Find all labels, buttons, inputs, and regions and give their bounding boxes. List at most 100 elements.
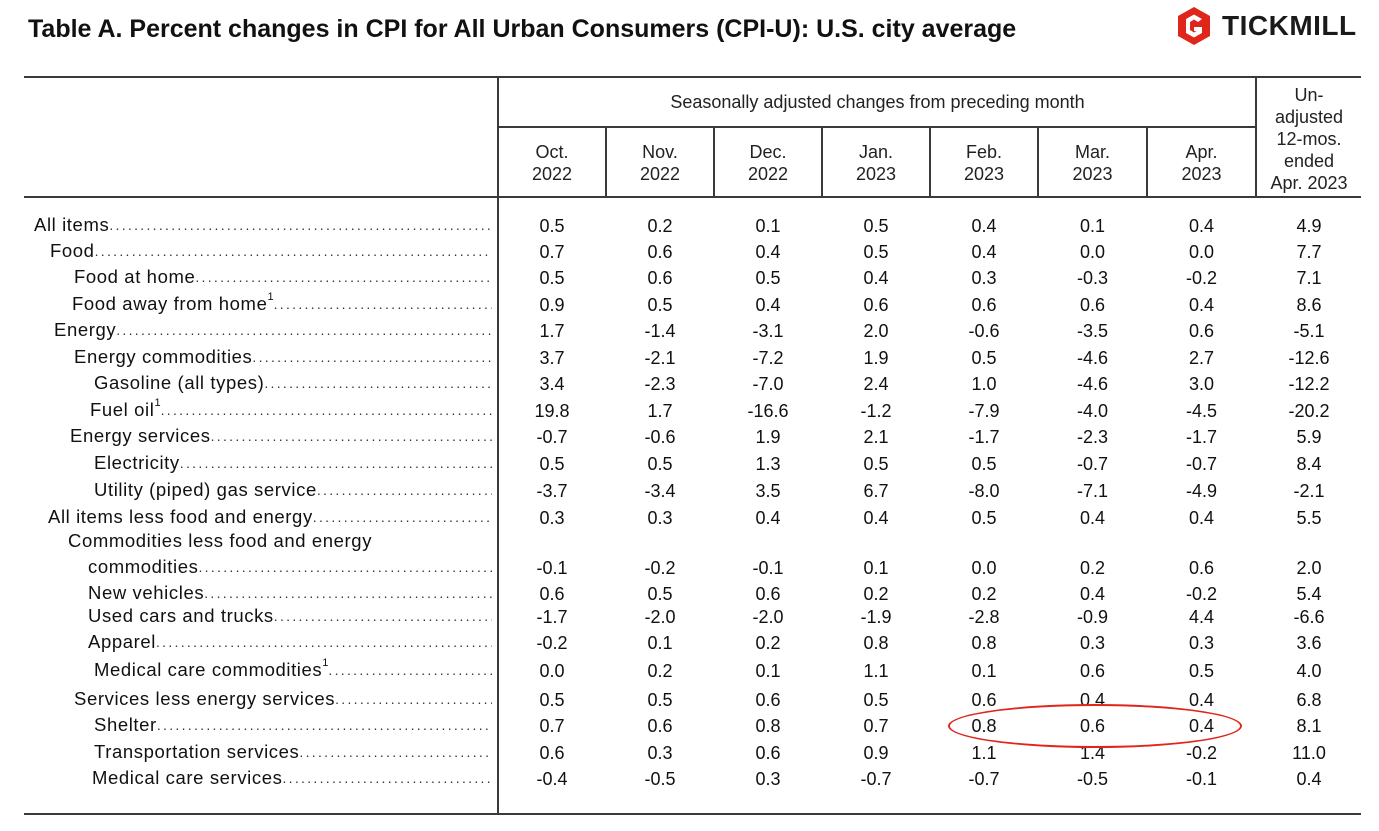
table-cell: -7.0 <box>752 374 784 394</box>
table-cell: 0.5 <box>1188 661 1215 681</box>
table-cell: -12.2 <box>1288 374 1330 394</box>
table-cell: -0.7 <box>1076 454 1109 474</box>
table-cell: 0.0 <box>1188 242 1215 262</box>
table-cell: -4.9 <box>1185 481 1218 501</box>
leader-dots: ........................................… <box>210 428 492 444</box>
leader-dots: ........................................… <box>94 243 492 259</box>
row-label: Medical care services...................… <box>92 764 492 792</box>
table-cell: 0.6 <box>1188 321 1215 341</box>
leader-dots: ........................................… <box>204 585 492 601</box>
table-cell: 0.5 <box>863 242 889 262</box>
table-cell: 0.1 <box>647 633 673 653</box>
table-cell: -0.7 <box>536 427 568 447</box>
table-cell: 1.0 <box>971 374 997 394</box>
row-label-text: Medical care commodities <box>94 659 323 680</box>
row-label: Food away from home 1....................… <box>72 290 492 318</box>
table-cell: 0.1 <box>863 558 889 578</box>
table-cell: -1.4 <box>644 321 676 341</box>
table-cell: 0.5 <box>863 690 889 710</box>
column-header-month: Jan. <box>858 142 894 162</box>
table-cell: 0.4 <box>1079 584 1106 604</box>
table-cell: -0.7 <box>1185 454 1218 474</box>
table-cell: -16.6 <box>747 401 789 421</box>
row-label: commodities.............................… <box>88 553 492 581</box>
table-cell: 0.0 <box>971 558 997 578</box>
table-row: New vehicles............................… <box>0 581 1379 607</box>
table-row: All items less food and energy..........… <box>0 505 1379 531</box>
row-label: Food....................................… <box>50 237 492 265</box>
table-cell: -1.7 <box>968 427 1000 447</box>
row-label: All items...............................… <box>34 211 492 239</box>
table-row: Transportation services.................… <box>0 740 1379 766</box>
leader-dots: ........................................… <box>299 744 492 760</box>
table-row: Utility (piped) gas service.............… <box>0 478 1379 504</box>
column-header: Jan. 2023 <box>823 141 929 185</box>
seasonal-header: Seasonally adjusted changes from precedi… <box>670 92 1085 112</box>
column-header-year: 2023 <box>855 164 897 184</box>
row-label-text: Used cars and trucks <box>88 605 274 626</box>
table-cell: 0.1 <box>755 216 781 236</box>
stub-divider <box>497 76 499 813</box>
row-label-text: Energy services <box>70 425 211 446</box>
footnote-marker: 1 <box>322 657 329 669</box>
table-cell: 1.7 <box>647 401 673 421</box>
table-cell: 0.6 <box>755 690 781 710</box>
table-cell: 0.6 <box>863 295 889 315</box>
leader-dots: ........................................… <box>116 322 492 338</box>
table-cell: 0.6 <box>647 268 673 288</box>
table-cell: 0.4 <box>1188 716 1215 736</box>
leader-dots: ........................................… <box>273 608 492 624</box>
table-cell: 2.0 <box>1296 558 1322 578</box>
table-cell: -4.6 <box>1076 348 1109 368</box>
table-cell: 5.9 <box>1296 427 1322 447</box>
table-cell: 0.6 <box>539 584 565 604</box>
column-header-month: Mar. <box>1074 142 1110 162</box>
row-label-text: Electricity <box>94 452 180 473</box>
table-cell: 5.4 <box>1296 584 1322 604</box>
table-cell: -12.6 <box>1288 348 1330 368</box>
table-row: Energy services.........................… <box>0 424 1379 450</box>
table-row: Fuel oil 1...............................… <box>0 397 1379 424</box>
table-cell: 0.5 <box>647 295 673 315</box>
table-cell: -0.2 <box>536 633 568 653</box>
table-cell: 19.8 <box>534 401 570 421</box>
row-label-text: Shelter <box>94 714 157 735</box>
table-cell: 3.5 <box>755 481 781 501</box>
column-header: Feb. 2023 <box>931 141 1037 185</box>
table-cell: 0.4 <box>1188 690 1215 710</box>
row-label: Food at home............................… <box>74 263 492 291</box>
table-cell: 0.0 <box>1079 242 1106 262</box>
column-header-year: 2023 <box>1181 164 1222 184</box>
table-cell: 1.1 <box>971 743 997 763</box>
table-cell: -3.4 <box>644 481 676 501</box>
col-divider <box>1146 126 1148 197</box>
table-cell: 0.6 <box>539 743 565 763</box>
table-cell: -0.1 <box>752 558 784 578</box>
table-cell: -1.7 <box>1185 427 1218 447</box>
table-cell: 11.0 <box>1292 743 1326 763</box>
table-cell: -5.1 <box>1293 321 1325 341</box>
table-cell: -2.0 <box>644 607 676 627</box>
table-cell: 0.5 <box>539 454 565 474</box>
row-label: Utility (piped) gas service.............… <box>94 476 492 504</box>
table-cell: 0.6 <box>1079 716 1106 736</box>
table-cell: 0.8 <box>863 633 889 653</box>
table-cell: -0.4 <box>536 769 568 789</box>
table-cell: 0.4 <box>971 242 997 262</box>
column-header: Dec. 2022 <box>715 141 821 185</box>
table-cell: 0.6 <box>1188 558 1215 578</box>
row-label-line1: Commodities less food and energy <box>68 530 373 551</box>
column-header-month: Oct. <box>535 142 569 162</box>
footnote-marker: 1 <box>267 291 274 303</box>
leader-dots: ........................................… <box>328 662 492 678</box>
unadjusted-divider <box>1255 76 1257 197</box>
table-cell: 0.5 <box>863 454 889 474</box>
table-cell: 0.5 <box>539 690 565 710</box>
table-cell: 0.2 <box>647 661 673 681</box>
footnote-marker: 1 <box>154 397 161 409</box>
table-cell: 0.5 <box>971 454 997 474</box>
col-divider <box>605 126 607 197</box>
leader-dots: ........................................… <box>312 509 492 525</box>
row-label: Gasoline (all types)....................… <box>94 369 492 397</box>
table-cell: 4.4 <box>1188 607 1215 627</box>
